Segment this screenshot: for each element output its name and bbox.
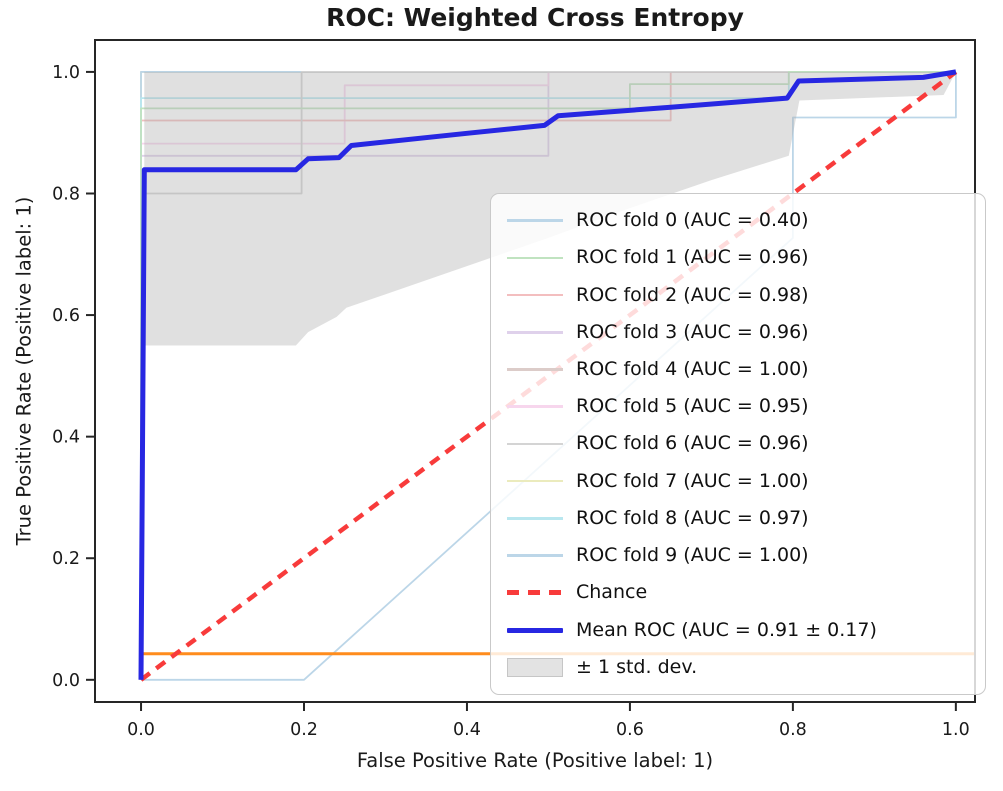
legend-box: ROC fold 0 (AUC = 0.40) ROC fold 1 (AUC =…: [490, 193, 986, 695]
legend-item: Mean ROC (AUC = 0.91 ± 0.17): [507, 618, 979, 641]
legend-item: ± 1 std. dev.: [507, 655, 979, 678]
legend-swatch-line: [507, 442, 563, 446]
x-tick-label: 0.0: [127, 720, 155, 740]
legend-swatch-dash: [507, 590, 563, 596]
legend-swatch-line: [507, 293, 563, 297]
legend-label: ROC fold 0 (AUC = 0.40): [576, 209, 809, 232]
y-axis-label: True Positive Rate (Positive label: 1): [12, 196, 36, 546]
legend-item: ROC fold 6 (AUC = 0.96): [507, 434, 979, 453]
legend-swatch-patch: [507, 657, 563, 677]
legend-swatch-line: [507, 256, 563, 260]
legend-item: ROC fold 0 (AUC = 0.40): [507, 211, 979, 230]
legend-swatch-line: [507, 368, 563, 371]
legend-label: ROC fold 8 (AUC = 0.97): [576, 506, 809, 529]
x-axis-label: False Positive Rate (Positive label: 1): [356, 749, 714, 772]
x-tick-label: 0.6: [616, 720, 644, 740]
legend-item: ROC fold 5 (AUC = 0.95): [507, 397, 979, 416]
x-tick-label: 0.8: [779, 720, 807, 740]
legend-swatch-line: [507, 219, 563, 222]
legend-swatch-line: [507, 554, 563, 557]
legend-label: ROC fold 7 (AUC = 1.00): [576, 469, 809, 492]
x-tick-label: 0.2: [290, 720, 318, 740]
chart-title: ROC: Weighted Cross Entropy: [326, 3, 744, 32]
legend-item: ROC fold 2 (AUC = 0.98): [507, 283, 979, 306]
roc-fold-0-line: [141, 71, 957, 681]
legend-swatch-line: [507, 479, 563, 483]
y-tick-label: 0.0: [52, 671, 80, 691]
legend-item: ROC fold 9 (AUC = 1.00): [507, 546, 979, 565]
legend-label: ROC fold 2 (AUC = 0.98): [576, 283, 809, 306]
legend-swatch-line: [507, 331, 563, 334]
x-tick-label: 1.0: [942, 720, 970, 740]
legend-swatch-line: [507, 517, 563, 520]
legend-label: ROC fold 5 (AUC = 0.95): [576, 395, 809, 418]
legend-item: ROC fold 3 (AUC = 0.96): [507, 320, 979, 343]
mean-roc-line: [138, 69, 957, 680]
roc-fold-1-line: [140, 71, 956, 680]
legend-label: ROC fold 6 (AUC = 0.96): [576, 432, 809, 455]
y-tick-label: 0.6: [52, 306, 80, 326]
legend-item: ROC fold 4 (AUC = 1.00): [507, 357, 979, 380]
y-tick-label: 0.8: [52, 184, 80, 204]
legend-item: Chance: [507, 583, 979, 602]
legend-swatch-line: [507, 405, 563, 408]
legend-label: Mean ROC (AUC = 0.91 ± 0.17): [576, 618, 877, 641]
legend-label: ± 1 std. dev.: [576, 655, 698, 678]
legend-label: ROC fold 3 (AUC = 0.96): [576, 320, 809, 343]
y-tick-label: 0.4: [52, 428, 80, 448]
legend-item: ROC fold 7 (AUC = 1.00): [507, 469, 979, 492]
legend-label: ROC fold 9 (AUC = 1.00): [576, 544, 809, 567]
legend-label: ROC fold 4 (AUC = 1.00): [576, 357, 809, 380]
legend-item: ROC fold 8 (AUC = 0.97): [507, 506, 979, 529]
legend-swatch-thick: [507, 627, 563, 633]
x-tick-label: 0.4: [453, 720, 481, 740]
legend-label: Chance: [576, 581, 648, 604]
legend-item: ROC fold 1 (AUC = 0.96): [507, 248, 979, 267]
y-tick-label: 0.2: [52, 549, 80, 569]
legend-label: ROC fold 1 (AUC = 0.96): [576, 246, 809, 269]
y-tick-label: 1.0: [52, 63, 80, 83]
